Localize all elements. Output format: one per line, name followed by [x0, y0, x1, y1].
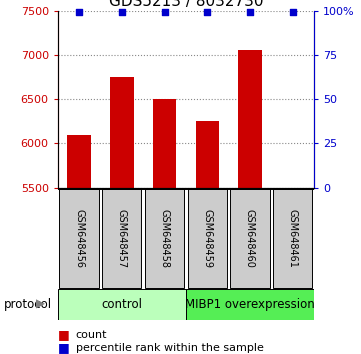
Text: ■: ■ — [58, 328, 70, 341]
Bar — [273, 189, 312, 287]
Text: percentile rank within the sample: percentile rank within the sample — [76, 343, 264, 353]
Text: protocol: protocol — [4, 298, 52, 311]
Title: GDS5213 / 8032730: GDS5213 / 8032730 — [109, 0, 263, 10]
Text: ▶: ▶ — [36, 298, 45, 311]
Point — [290, 10, 296, 15]
Point — [119, 10, 125, 15]
Text: GSM648457: GSM648457 — [117, 209, 127, 268]
Bar — [110, 77, 134, 188]
Bar — [230, 189, 270, 287]
Bar — [238, 51, 262, 188]
Text: GSM648456: GSM648456 — [74, 209, 84, 268]
Point — [247, 10, 253, 15]
Text: ■: ■ — [58, 341, 70, 354]
Point — [204, 10, 210, 15]
Text: GSM648460: GSM648460 — [245, 209, 255, 268]
Bar — [145, 189, 184, 287]
Point — [76, 10, 82, 15]
Bar — [58, 289, 186, 320]
Text: GSM648458: GSM648458 — [160, 209, 170, 268]
Bar — [68, 135, 91, 188]
Bar — [188, 189, 227, 287]
Bar — [196, 121, 219, 188]
Text: GSM648459: GSM648459 — [202, 209, 212, 268]
Bar — [153, 99, 176, 188]
Text: MIBP1 overexpression: MIBP1 overexpression — [185, 298, 315, 311]
Text: GSM648461: GSM648461 — [288, 209, 298, 268]
Bar — [102, 189, 142, 287]
Bar — [186, 289, 314, 320]
Bar — [60, 189, 99, 287]
Text: control: control — [101, 298, 142, 311]
Point — [162, 10, 168, 15]
Text: count: count — [76, 330, 107, 339]
